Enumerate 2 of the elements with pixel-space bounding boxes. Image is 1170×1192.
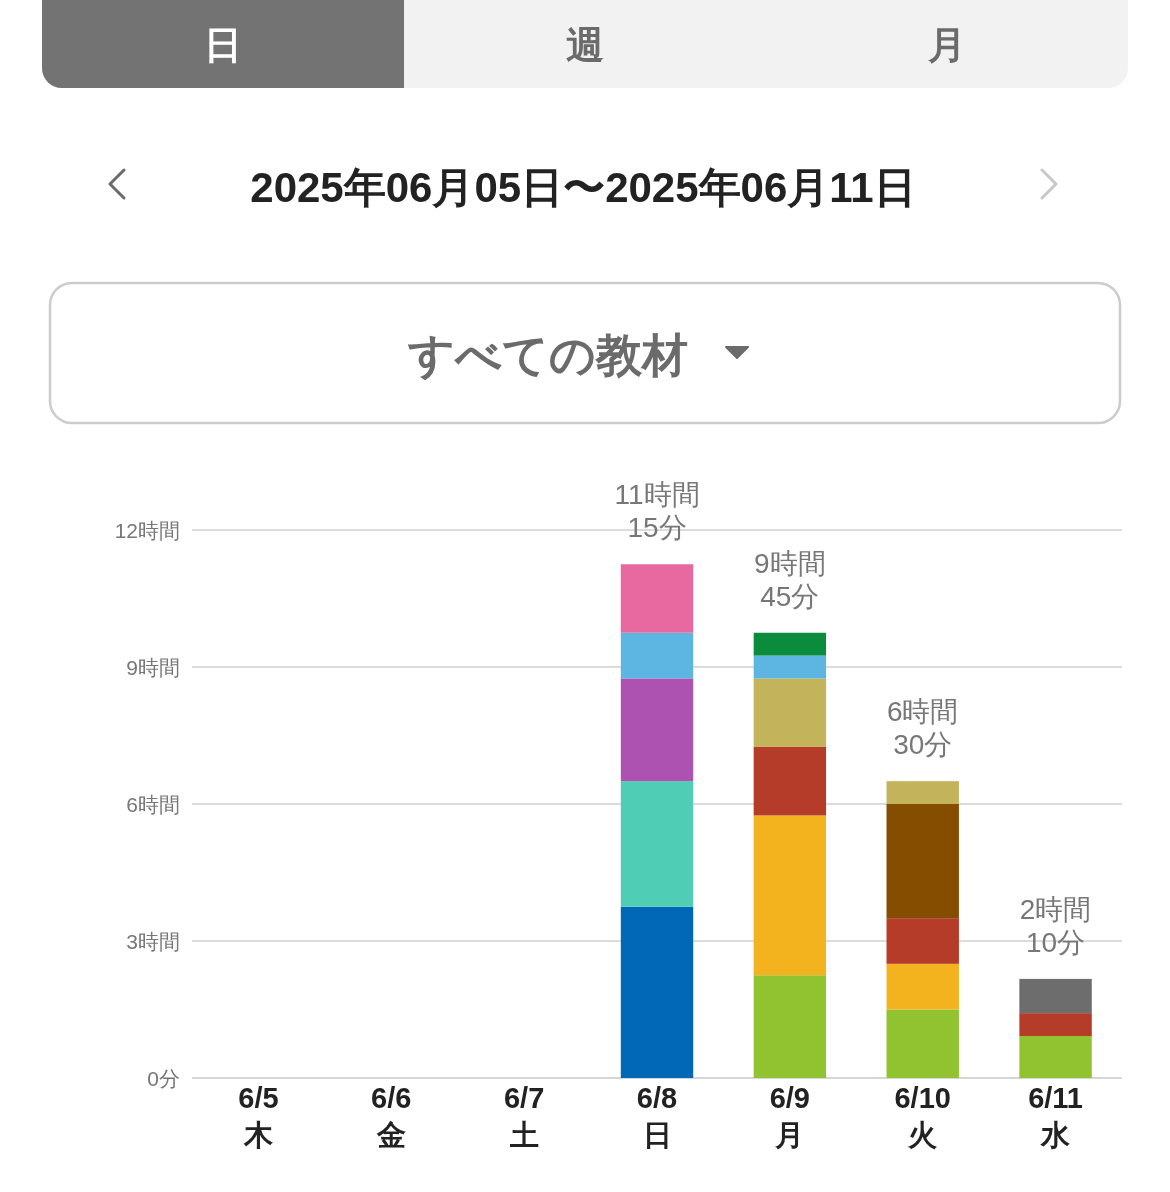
title: 2025年06月05日〜2025年06月11日 xyxy=(250,164,916,212)
subtitle: すべての教材 xyxy=(408,328,688,381)
